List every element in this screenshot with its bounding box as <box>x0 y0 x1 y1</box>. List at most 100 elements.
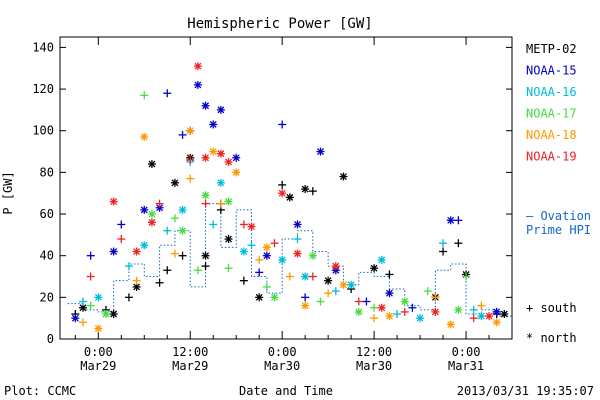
metp-02-south-point <box>454 239 463 248</box>
metp-02-south-point <box>239 276 248 285</box>
metp-02-north-point <box>109 310 118 319</box>
noaa-15-north-point <box>109 247 118 256</box>
noaa-18-south-point <box>431 293 440 302</box>
noaa-19-south-point <box>86 272 95 281</box>
noaa-15-south-point <box>301 293 310 302</box>
metp-02-south-point <box>439 247 448 256</box>
noaa-18-south-point <box>255 255 264 264</box>
metp-02-south-point <box>201 262 210 271</box>
metp-02-north-point <box>201 251 210 260</box>
y-tick-label: 140 <box>32 40 54 54</box>
noaa-16-south-point <box>124 262 133 271</box>
noaa-18-north-point <box>262 243 271 252</box>
noaa-17-south-point <box>262 282 271 291</box>
noaa-15-south-point <box>362 297 371 306</box>
noaa-18-north-point <box>186 126 195 135</box>
noaa-18-south-point <box>324 289 333 298</box>
metp-02-south-point <box>163 266 172 275</box>
noaa-17-north-point <box>147 210 156 219</box>
plot-frame <box>59 36 513 340</box>
noaa-16-north-point <box>216 178 225 187</box>
metp-02-north-point <box>500 310 509 319</box>
noaa-19-north-point <box>147 218 156 227</box>
x-tick-date-label: Mar29 <box>80 359 116 373</box>
noaa-19-north-point <box>247 222 256 231</box>
noaa-19-north-point <box>431 307 440 316</box>
noaa-16-north-point <box>477 312 486 321</box>
metp-02-north-point <box>324 276 333 285</box>
plot-timestamp: 2013/03/31 19:35:07 <box>457 384 594 398</box>
noaa-17-south-point <box>316 297 325 306</box>
noaa-18-south-point <box>370 314 379 323</box>
metp-02-north-point <box>285 193 294 202</box>
noaa-18-north-point <box>301 301 310 310</box>
metp-02-north-point <box>170 178 179 187</box>
legend-item-noaa-16: NOAA-16 <box>526 85 577 99</box>
noaa-19-south-point <box>469 314 478 323</box>
noaa-16-south-point <box>247 241 256 250</box>
noaa-15-south-point <box>178 130 187 139</box>
noaa-18-south-point <box>132 276 141 285</box>
noaa-19-south-point <box>186 155 195 164</box>
noaa-15-north-point <box>492 307 501 316</box>
noaa-15-north-point <box>209 120 218 129</box>
metp-02-north-point <box>132 282 141 291</box>
y-tick-label: 20 <box>40 290 54 304</box>
y-tick-label: 100 <box>32 124 54 138</box>
metp-02-north-point <box>370 264 379 273</box>
legend-south-marker: + south <box>526 301 577 315</box>
x-tick-label: 12:00 <box>172 345 208 359</box>
y-tick-label: 80 <box>40 165 54 179</box>
noaa-19-north-point <box>377 303 386 312</box>
metp-02-south-point <box>385 270 394 279</box>
noaa-19-south-point <box>117 235 126 244</box>
metp-02-north-point <box>147 160 156 169</box>
legend-item-noaa-19: NOAA-19 <box>526 150 577 164</box>
y-axis-label: P [GW] <box>1 171 15 214</box>
noaa-17-south-point <box>193 266 202 275</box>
y-axis-ticks: 0 20 40 60 80 100 120 140 <box>32 40 512 346</box>
x-tick-date-label: Mar31 <box>448 359 484 373</box>
noaa-15-north-point <box>216 105 225 114</box>
noaa-19-north-point <box>216 149 225 158</box>
noaa-16-north-point <box>416 314 425 323</box>
y-tick-label: 120 <box>32 82 54 96</box>
x-tick-date-label: Mar30 <box>356 359 392 373</box>
noaa-15-south-point <box>454 216 463 225</box>
noaa-15-south-point <box>163 89 172 98</box>
noaa-15-south-point <box>117 220 126 229</box>
noaa-17-south-point <box>170 214 179 223</box>
noaa-15-north-point <box>232 153 241 162</box>
noaa-19-south-point <box>400 307 409 316</box>
noaa-16-north-point <box>278 255 287 264</box>
metp-02-south-point <box>308 187 317 196</box>
noaa-18-north-point <box>232 168 241 177</box>
y-tick-label: 60 <box>40 207 54 221</box>
noaa-19-south-point <box>239 220 248 229</box>
metp-02-south-point <box>124 293 133 302</box>
plot-source-label: Plot: CCMC <box>4 384 76 398</box>
legend-item-noaa-18: NOAA-18 <box>526 128 577 142</box>
noaa-16-south-point <box>439 239 448 248</box>
noaa-18-north-point <box>209 147 218 156</box>
noaa-18-north-point <box>492 318 501 327</box>
noaa-19-north-point <box>201 153 210 162</box>
noaa-19-north-point <box>132 247 141 256</box>
legend-item-noaa-17: NOAA-17 <box>526 107 577 121</box>
noaa-18-south-point <box>285 272 294 281</box>
legend: METP-02 NOAA-15 NOAA-16 NOAA-17 NOAA-18 NOAA-… <box>526 42 577 164</box>
noaa-18-north-point <box>385 312 394 321</box>
x-axis-label: Date and Time <box>239 384 333 398</box>
noaa-16-north-point <box>140 241 149 250</box>
noaa-16-south-point <box>163 226 172 235</box>
x-tick-label: 0:00 <box>268 345 297 359</box>
noaa-15-north-point <box>201 101 210 110</box>
noaa-17-north-point <box>101 310 110 319</box>
noaa-19-south-point <box>201 199 210 208</box>
noaa-16-north-point <box>94 293 103 302</box>
noaa-17-north-point <box>454 305 463 314</box>
noaa-16-south-point <box>331 287 340 296</box>
noaa-18-north-point <box>140 132 149 141</box>
x-tick-date-label: Mar29 <box>172 359 208 373</box>
noaa-17-north-point <box>308 251 317 260</box>
